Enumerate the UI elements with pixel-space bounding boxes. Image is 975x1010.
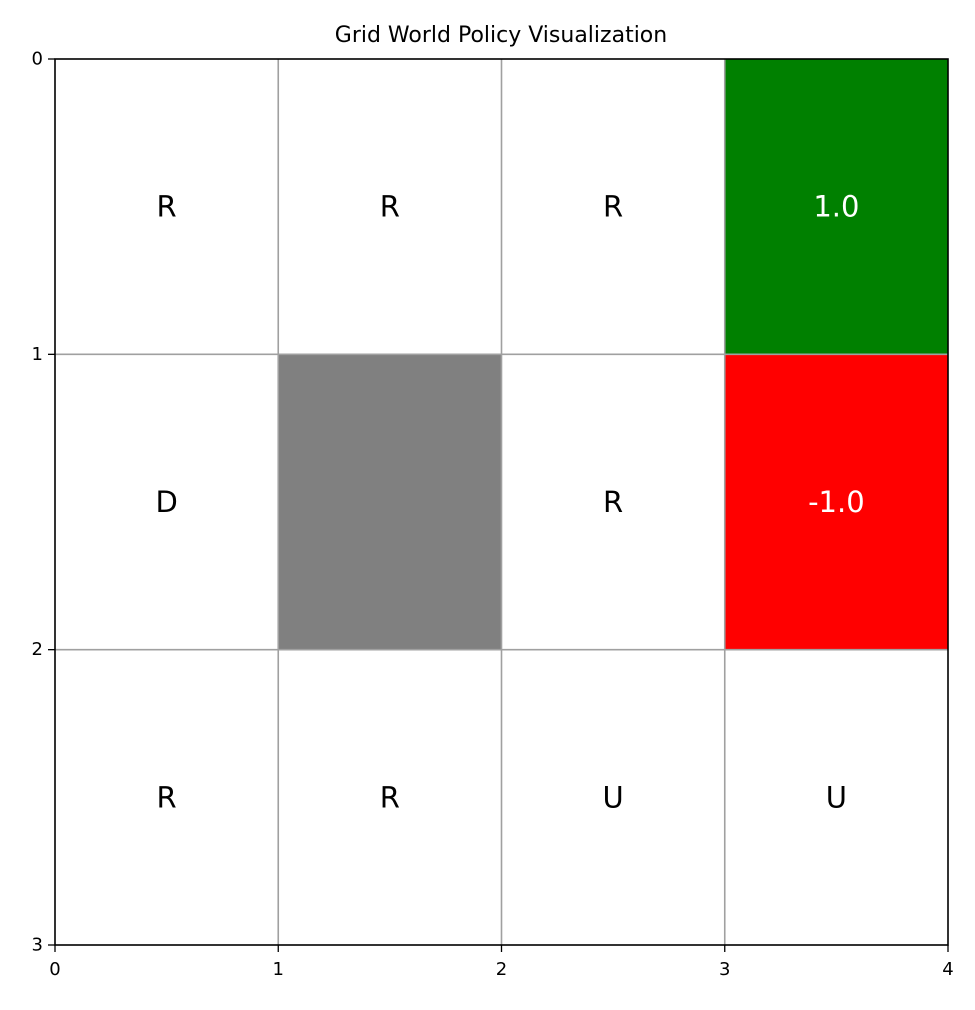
axes: 0 1 2 3 4 0 1 2 3 [32,49,954,981]
cell-empty-r2c0 [55,649,279,945]
policy-label-r1c0: D [155,485,177,519]
cell-wall-r1c1 [278,354,502,650]
x-tick-label-2: 2 [496,959,507,980]
policy-label-r1c2: R [603,485,623,519]
policy-label-r0c2: R [603,190,623,224]
cell-empty-r0c1 [278,59,502,355]
cell-empty-r0c2 [501,59,725,355]
reward-label-r0c3: 1.0 [813,190,859,224]
x-tick-label-4: 4 [942,959,953,980]
cell-labels: R R R 1.0 D R -1.0 R R U U [155,190,864,815]
policy-label-r2c2: U [603,780,624,814]
y-tick-label-0: 0 [32,49,43,70]
cell-empty-r1c2 [501,354,725,650]
y-tick-label-1: 1 [32,344,43,365]
y-tick-label-2: 2 [32,639,43,660]
policy-label-r0c1: R [380,190,400,224]
policy-label-r2c3: U [826,780,847,814]
x-tick-label-0: 0 [49,959,60,980]
cell-empty-r1c0 [55,354,279,650]
cell-empty-r2c2 [501,649,725,945]
policy-label-r0c0: R [157,190,177,224]
cell-empty-r2c3 [724,649,948,945]
cell-pit-r1c3 [724,354,948,650]
policy-label-r2c0: R [157,780,177,814]
x-tick-label-1: 1 [273,959,284,980]
x-tick-label-3: 3 [719,959,730,980]
reward-label-r1c3: -1.0 [808,485,865,519]
chart-title: Grid World Policy Visualization [335,23,667,48]
cell-empty-r2c1 [278,649,502,945]
cell-goal-r0c3 [724,59,948,355]
grid-lines [55,59,948,945]
cell-empty-r0c0 [55,59,279,355]
policy-label-r2c1: R [380,780,400,814]
grid-cells [55,59,948,945]
y-tick-label-3: 3 [32,935,43,956]
